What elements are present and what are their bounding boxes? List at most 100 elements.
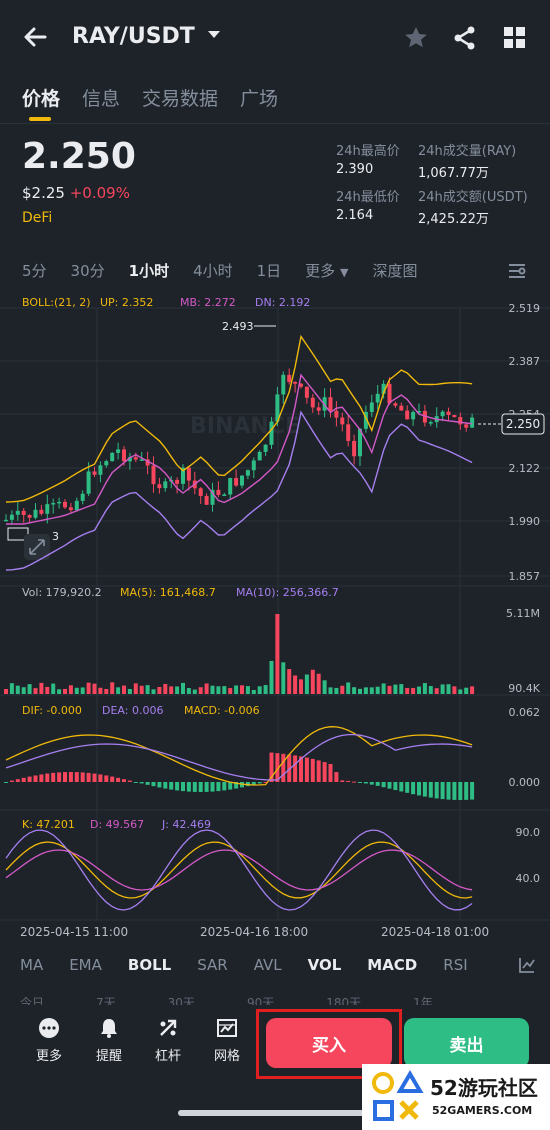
candle-body bbox=[104, 461, 109, 466]
chevron-down-icon[interactable] bbox=[208, 31, 220, 38]
interval-more[interactable]: 更多 ▼ bbox=[305, 260, 348, 281]
more-icon bbox=[39, 1018, 59, 1038]
candle-body bbox=[216, 489, 221, 496]
vol-ma5-label: MA(5): 161,468.7 bbox=[120, 586, 216, 599]
grid-menu-icon[interactable] bbox=[501, 24, 529, 52]
macd-bar bbox=[9, 780, 14, 782]
vol-tick: 90.4K bbox=[508, 682, 540, 695]
volume-bar bbox=[452, 686, 457, 694]
candle-body bbox=[80, 493, 85, 501]
macd-bar bbox=[198, 782, 203, 792]
macd-bar bbox=[275, 753, 280, 782]
macd-bar bbox=[411, 782, 416, 795]
range-7d[interactable]: 7天 bbox=[96, 996, 116, 1006]
sell-button[interactable]: 卖出 bbox=[404, 1018, 529, 1068]
more-button[interactable]: 更多 bbox=[24, 1017, 74, 1064]
volume-bar bbox=[57, 689, 62, 694]
candle-body bbox=[316, 407, 321, 411]
candle-body bbox=[464, 424, 469, 428]
volume-bar bbox=[21, 687, 26, 694]
price-axis: 2.519 2.387 2.254 2.122 1.990 1.857 bbox=[509, 302, 541, 583]
range-today[interactable]: 今日 bbox=[20, 996, 45, 1006]
macd-bar bbox=[127, 780, 132, 782]
macd-histogram bbox=[4, 726, 475, 800]
vol-ray-value: 1,067.77万 bbox=[418, 166, 489, 181]
volume-bar bbox=[346, 682, 351, 694]
macd-bar bbox=[269, 752, 274, 782]
site-logo-icon bbox=[372, 1070, 424, 1121]
macd-bar bbox=[80, 772, 85, 782]
macd-bar bbox=[68, 772, 73, 782]
ind-rsi[interactable]: RSI bbox=[443, 956, 468, 974]
macd-bar bbox=[358, 782, 362, 783]
grid-button[interactable]: 网格 bbox=[202, 1017, 252, 1064]
candle-body bbox=[139, 459, 144, 461]
volume-bar bbox=[322, 680, 327, 694]
category-tag[interactable]: DeFi bbox=[22, 210, 53, 226]
tab-square[interactable]: 广场 bbox=[240, 88, 279, 110]
volume-bar bbox=[175, 686, 180, 694]
range-1y[interactable]: 1年 bbox=[413, 996, 433, 1006]
range-180d[interactable]: 180天 bbox=[326, 996, 362, 1006]
volume-bars bbox=[4, 614, 475, 694]
candle-body bbox=[110, 452, 115, 462]
range-90d[interactable]: 90天 bbox=[246, 996, 275, 1006]
volume-bar bbox=[352, 687, 357, 694]
macd-bar bbox=[92, 773, 97, 782]
tab-price[interactable]: 价格 bbox=[22, 84, 60, 121]
macd-bar bbox=[381, 782, 386, 788]
volume-bar bbox=[470, 686, 475, 694]
volume-bar bbox=[169, 686, 174, 694]
ind-macd[interactable]: MACD bbox=[367, 956, 418, 974]
macd-bar bbox=[369, 782, 374, 785]
macd-bar bbox=[122, 779, 126, 782]
star-icon[interactable] bbox=[402, 24, 430, 52]
indicator-settings-icon[interactable] bbox=[518, 956, 536, 974]
candle-body bbox=[393, 403, 398, 406]
macd-bar bbox=[63, 772, 67, 782]
vol-ray-label: 24h成交量(RAY) bbox=[418, 144, 517, 159]
volume-bar bbox=[216, 686, 221, 694]
macd-bar bbox=[21, 777, 26, 782]
candle-body bbox=[133, 457, 138, 460]
interval-1h[interactable]: 1小时 bbox=[128, 262, 170, 280]
buy-button[interactable]: 买入 bbox=[266, 1018, 392, 1068]
tab-info[interactable]: 信息 bbox=[82, 88, 121, 110]
interval-30m[interactable]: 30分 bbox=[70, 262, 105, 280]
macd-bar bbox=[210, 782, 215, 792]
tab-trade-data[interactable]: 交易数据 bbox=[142, 88, 219, 110]
ind-boll[interactable]: BOLL bbox=[127, 956, 172, 974]
chart-settings-icon[interactable] bbox=[507, 262, 527, 280]
ind-sar[interactable]: SAR bbox=[197, 956, 228, 974]
ind-vol[interactable]: VOL bbox=[307, 956, 342, 974]
back-arrow-icon[interactable] bbox=[20, 22, 50, 52]
ind-avl[interactable]: AVL bbox=[253, 956, 282, 974]
interval-4h[interactable]: 4小时 bbox=[193, 262, 233, 280]
ind-ema[interactable]: EMA bbox=[69, 956, 102, 974]
candle-body bbox=[275, 394, 280, 422]
volume-bar bbox=[86, 682, 91, 694]
macd-bar bbox=[458, 782, 463, 800]
leverage-button[interactable]: 杠杆 bbox=[143, 1017, 193, 1064]
macd-bar bbox=[434, 782, 439, 799]
pair-title[interactable]: RAY/USDT bbox=[72, 24, 195, 49]
candle-body bbox=[346, 424, 351, 441]
macd-bar bbox=[74, 772, 79, 782]
depth-chart-tab[interactable]: 深度图 bbox=[372, 262, 418, 280]
ind-ma[interactable]: MA bbox=[20, 956, 44, 974]
interval-5m[interactable]: 5分 bbox=[22, 262, 47, 280]
candlestick-chart[interactable]: BINANCE BOLL:(21, 2) UP: 2.352 MB: 2.272… bbox=[0, 290, 550, 950]
grid-label: 网格 bbox=[213, 1049, 240, 1064]
volume-bar bbox=[293, 675, 298, 694]
alert-button[interactable]: 提醒 bbox=[84, 1017, 134, 1064]
macd-bar bbox=[464, 782, 469, 800]
candle-body bbox=[151, 465, 156, 485]
range-30d[interactable]: 30天 bbox=[167, 996, 195, 1006]
high-label: 24h最高价 bbox=[336, 144, 400, 159]
share-icon[interactable] bbox=[451, 24, 479, 52]
candle-body bbox=[122, 449, 126, 462]
candle-body bbox=[257, 451, 262, 461]
volume-bar bbox=[151, 689, 156, 694]
interval-1d[interactable]: 1日 bbox=[256, 262, 282, 280]
volume-bar bbox=[204, 683, 209, 694]
